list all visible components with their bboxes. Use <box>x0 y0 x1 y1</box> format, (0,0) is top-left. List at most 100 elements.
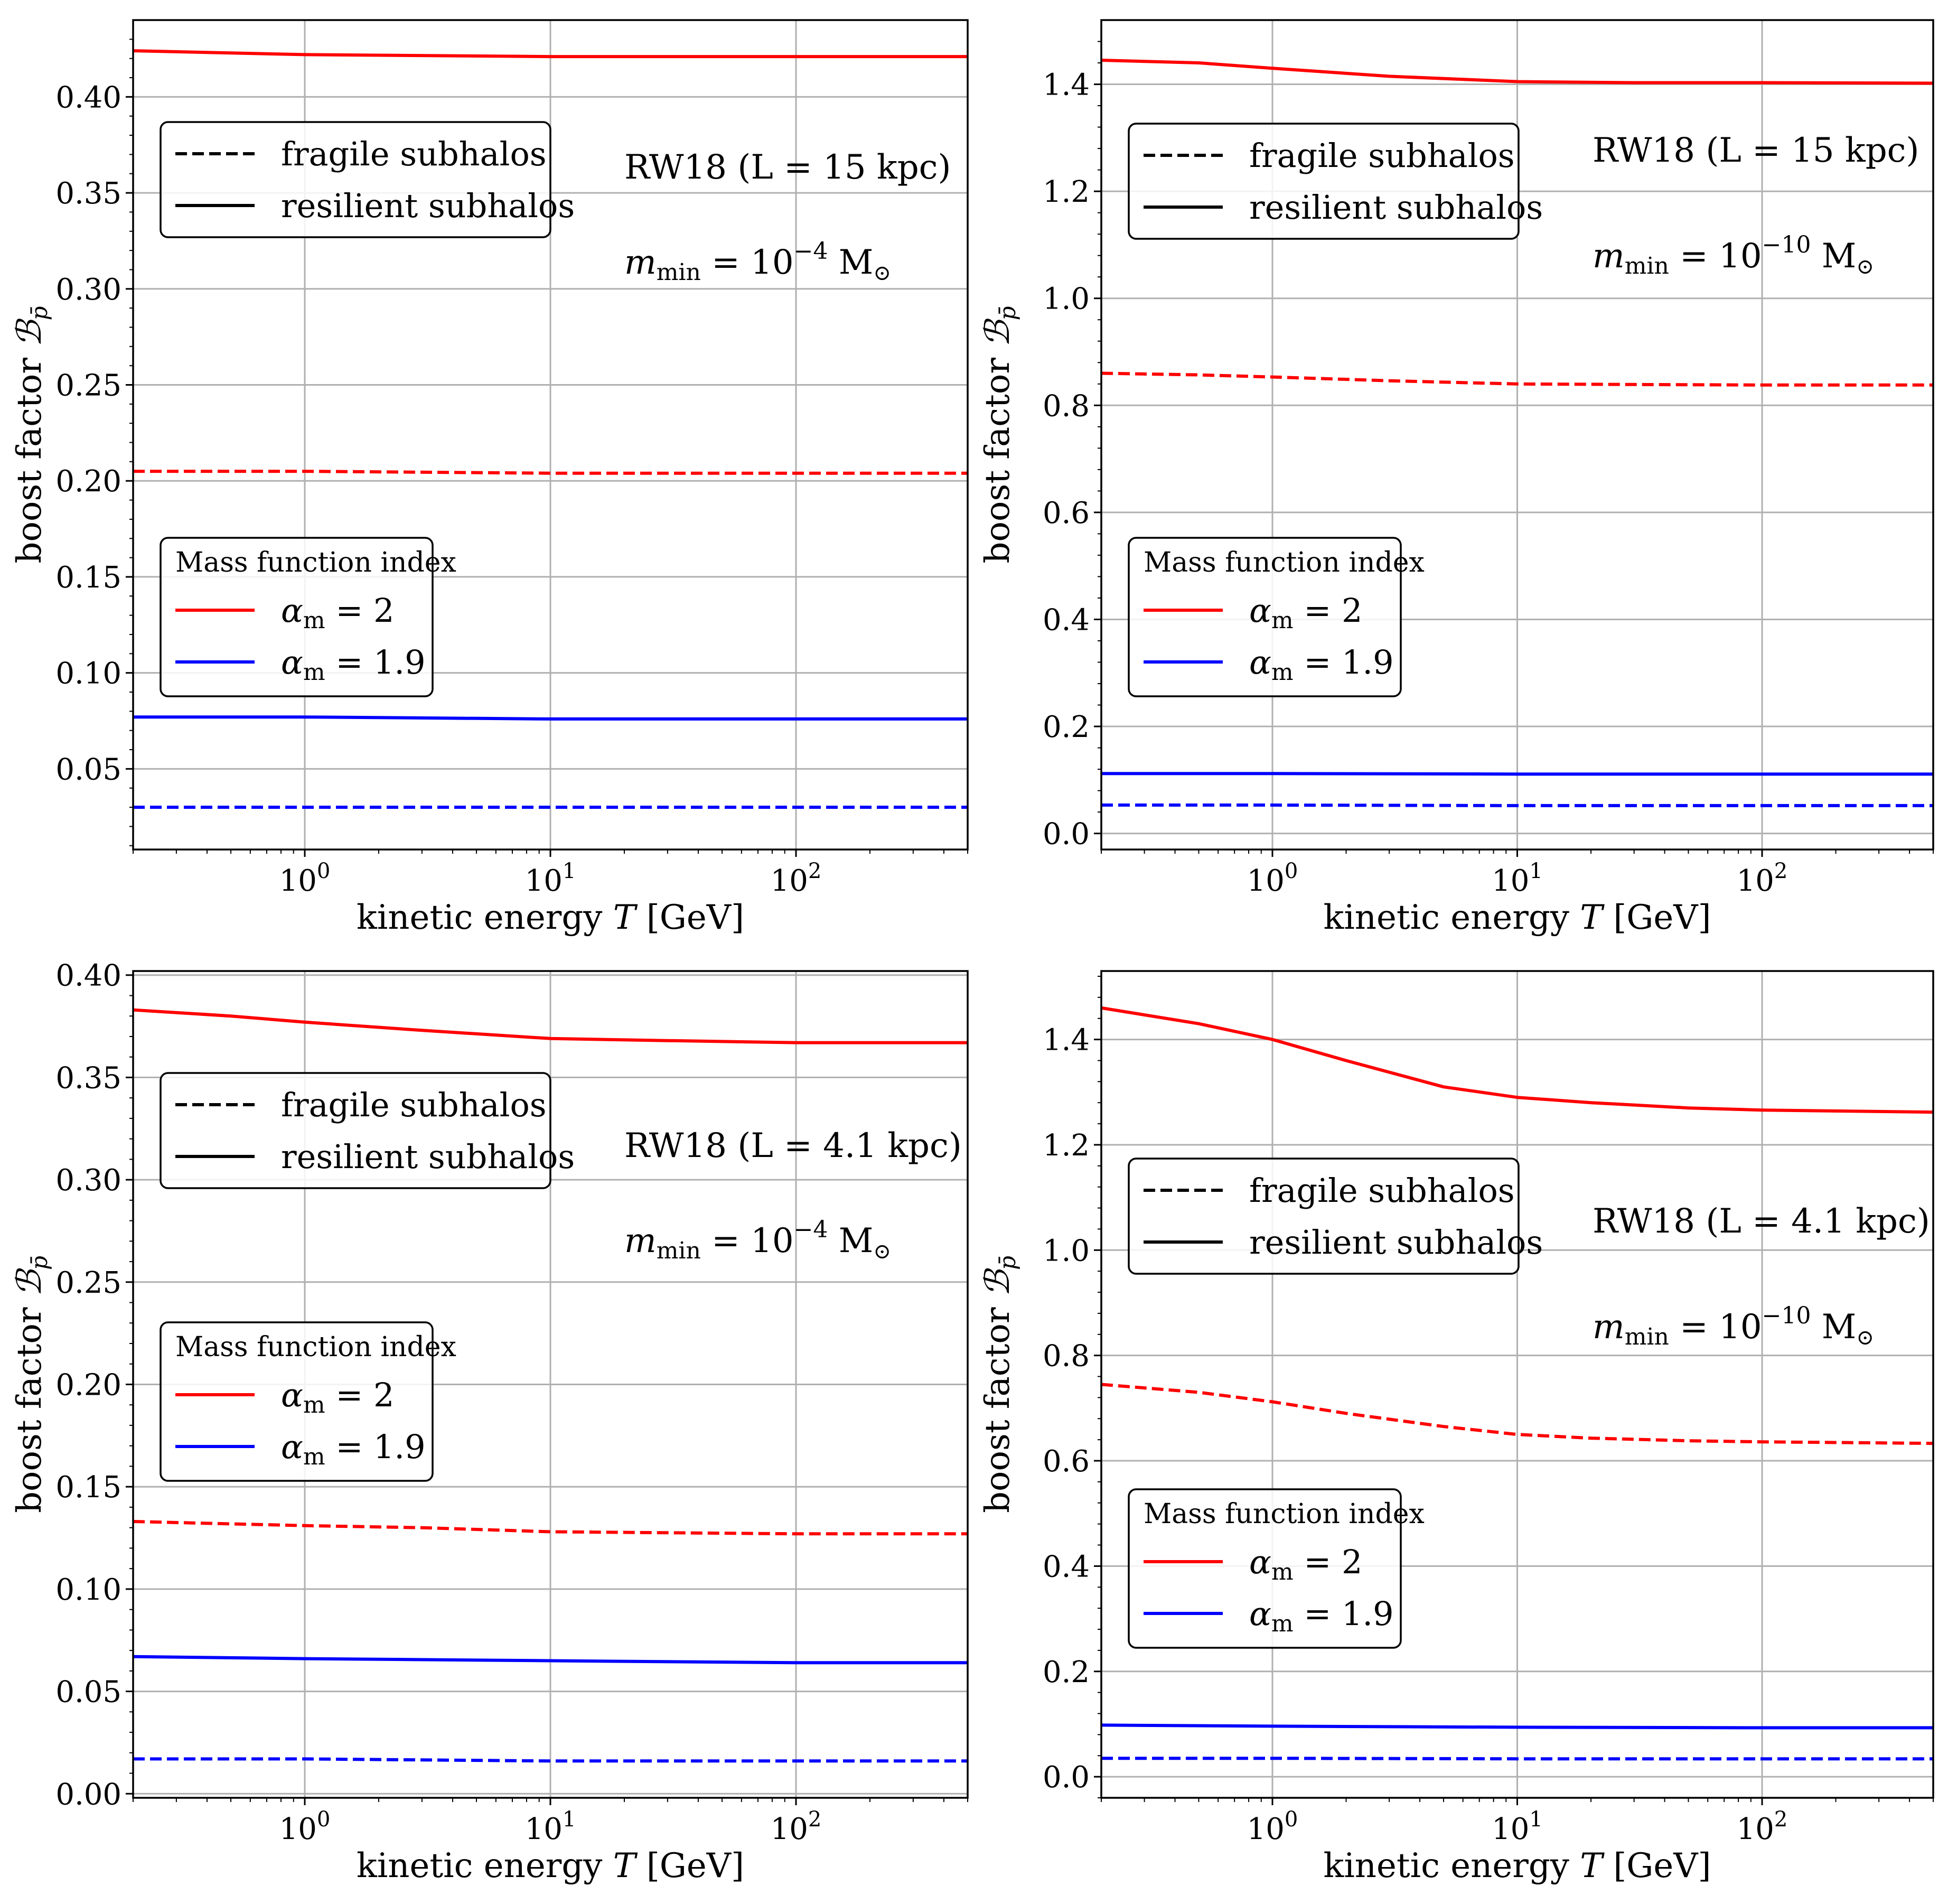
series-group <box>1101 1006 1933 1761</box>
x-tick-label: 100 <box>279 1807 331 1846</box>
chart-panel-bottom-right: 0.0 0.2 0.4 0.6 0.8 1.0 1.2 1.4 100 101 102 kinetic… <box>978 970 1934 1886</box>
y-tick-label: 1.2 <box>1043 175 1090 209</box>
legend-label: fragile subhalos <box>1249 136 1515 175</box>
y-tick-label: 0.0 <box>1043 1760 1090 1795</box>
y-tick-label: 0.2 <box>1043 710 1090 744</box>
legend-box <box>160 1321 434 1482</box>
annotation: RW18 (L = 15 kpc) mmin = 10−10 M⊙ <box>1593 131 1919 279</box>
series-line <box>133 1520 968 1536</box>
legend-box <box>1128 1488 1402 1649</box>
legend-box <box>1128 537 1402 697</box>
y-tick-label: 0.15 <box>55 1470 121 1505</box>
y-axis-label: boost factor ℬp̄ <box>978 1256 1020 1513</box>
annotation: RW18 (L = 4.1 kpc) mmin = 10−4 M⊙ <box>624 1126 962 1264</box>
series-line <box>1101 1006 1933 1114</box>
x-tick-label: 100 <box>1247 1807 1298 1846</box>
legend-title: Mass function index <box>175 547 456 578</box>
series-line <box>1101 1383 1933 1445</box>
x-tick-label: 100 <box>1247 859 1298 898</box>
y-tick-label: 0.30 <box>55 1163 121 1198</box>
series-line <box>1101 1757 1933 1761</box>
x-axis-label: kinetic energy T [GeV] <box>357 898 744 937</box>
annotation-model: RW18 (L = 4.1 kpc) <box>624 1126 962 1165</box>
y-tick-label: 0.20 <box>55 1368 121 1403</box>
legend-linestyle: fragile subhalos resilient subhalos <box>160 1072 575 1189</box>
legend-box <box>1128 1158 1520 1275</box>
series-line <box>1101 1723 1933 1730</box>
annotation-model: RW18 (L = 15 kpc) <box>624 148 951 187</box>
y-tick-label: 0.15 <box>55 561 121 595</box>
legend-mass-function: Mass function index αm = 2 αm = 1.9 <box>1128 537 1425 697</box>
legend-mass-function: Mass function index αm = 2 αm = 1.9 <box>160 537 456 697</box>
x-tick-label: 101 <box>1492 859 1543 898</box>
annotation-mmin: mmin = 10−4 M⊙ <box>624 1216 891 1264</box>
y-tick-label: 0.10 <box>55 657 121 691</box>
y-tick-label: 1.4 <box>1043 68 1090 102</box>
series-group <box>133 49 968 809</box>
x-tick-label: 102 <box>1737 1807 1788 1846</box>
series-line <box>1101 371 1933 387</box>
y-tick-label: 0.8 <box>1043 389 1090 423</box>
legend-box <box>160 537 434 697</box>
series-line <box>133 49 968 59</box>
series-line <box>1101 59 1933 85</box>
series-line <box>133 715 968 721</box>
legend-linestyle: fragile subhalos resilient subhalos <box>1128 123 1543 240</box>
y-tick-label: 0.40 <box>55 959 121 993</box>
x-axis-label: kinetic energy T [GeV] <box>1324 1846 1711 1886</box>
y-tick-label: 1.2 <box>1043 1128 1090 1163</box>
legend-label: αm = 2 <box>281 1376 394 1418</box>
chart-panel-top-left: 0.05 0.10 0.15 0.20 0.25 0.30 0.35 0.40 100 101 10… <box>10 19 969 937</box>
x-tick-label: 101 <box>1492 1807 1543 1846</box>
y-tick-label: 0.20 <box>55 464 121 499</box>
y-tick-label: 0.05 <box>55 1675 121 1710</box>
legend-box <box>1128 123 1520 240</box>
series-group <box>1101 59 1933 807</box>
y-tick-label: 0.35 <box>55 176 121 211</box>
x-tick-label: 102 <box>1737 859 1788 898</box>
annotation-mmin: mmin = 10−10 M⊙ <box>1593 1302 1874 1350</box>
y-tick-label: 1.0 <box>1043 282 1090 316</box>
annotation: RW18 (L = 4.1 kpc) mmin = 10−10 M⊙ <box>1593 1202 1930 1350</box>
y-tick-label: 0.2 <box>1043 1655 1090 1690</box>
legend-box <box>160 1072 551 1189</box>
legend-mass-function: Mass function index αm = 2 αm = 1.9 <box>160 1321 456 1482</box>
series-line <box>133 1008 968 1044</box>
series-line <box>1101 803 1933 807</box>
legend-label: resilient subhalos <box>1249 188 1543 227</box>
x-axis-label: kinetic energy T [GeV] <box>1324 898 1711 937</box>
y-axis-label: boost factor ℬp̄ <box>10 306 52 563</box>
annotation: RW18 (L = 15 kpc) mmin = 10−4 M⊙ <box>624 148 951 286</box>
annotation-model: RW18 (L = 15 kpc) <box>1593 131 1919 170</box>
legend-linestyle: fragile subhalos resilient subhalos <box>1128 1158 1543 1275</box>
legend-label: fragile subhalos <box>1249 1171 1515 1210</box>
legend-label: αm = 2 <box>281 591 394 634</box>
y-tick-label: 0.0 <box>1043 817 1090 852</box>
legend-label: resilient subhalos <box>281 186 575 225</box>
legend-box <box>160 121 551 238</box>
y-tick-label: 0.25 <box>55 1266 121 1300</box>
annotation-model: RW18 (L = 4.1 kpc) <box>1593 1202 1930 1241</box>
y-tick-label: 0.25 <box>55 369 121 403</box>
legend-label: αm = 2 <box>1249 591 1362 634</box>
series-group <box>133 1008 968 1763</box>
y-tick-label: 0.4 <box>1043 1550 1090 1584</box>
y-tick-label: 1.0 <box>1043 1234 1090 1268</box>
y-tick-label: 0.05 <box>55 752 121 787</box>
legend-label: αm = 1.9 <box>1249 1594 1394 1637</box>
legend-label: αm = 2 <box>1249 1543 1362 1585</box>
legend-linestyle: fragile subhalos resilient subhalos <box>160 121 575 238</box>
legend-title: Mass function index <box>175 1331 456 1363</box>
y-axis-label: boost factor ℬp̄ <box>978 306 1020 563</box>
series-line <box>133 1655 968 1665</box>
series-line <box>1101 772 1933 776</box>
annotation-mmin: mmin = 10−4 M⊙ <box>624 238 891 286</box>
legend-title: Mass function index <box>1144 1498 1425 1530</box>
y-tick-label: 0.30 <box>55 273 121 307</box>
y-tick-label: 0.35 <box>55 1061 121 1095</box>
x-tick-label: 102 <box>771 1807 822 1846</box>
x-tick-label: 100 <box>279 859 331 898</box>
legend-label: fragile subhalos <box>281 1086 547 1124</box>
y-tick-label: 0.40 <box>55 80 121 115</box>
